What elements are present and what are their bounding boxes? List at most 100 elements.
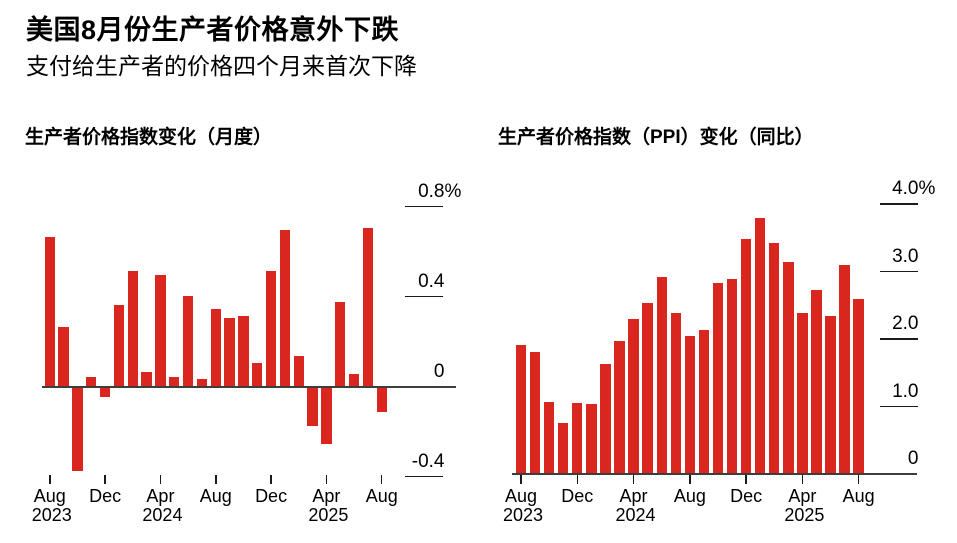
chart-monthly-ytick-line: [405, 475, 443, 477]
chart-monthly-xtick: [104, 474, 106, 484]
chart-yoy-bar: [684, 335, 696, 473]
chart-yoy-bar: [797, 313, 808, 473]
chart-monthly-xtick-month-label: Aug: [365, 486, 398, 506]
chart-monthly-zero-axis-line: [42, 385, 456, 388]
chart-yoy-bar: [769, 242, 780, 473]
page-subtitle: 支付给生产者的价格四个月来首次下降: [26, 53, 417, 79]
chart-yoy-xtick: [801, 474, 804, 484]
chart-yoy-ytick-line: [880, 405, 918, 407]
chart-monthly-xtick-month-label: Apr: [146, 486, 175, 506]
chart-yoy-bar: [642, 302, 653, 473]
chart-yoy-ytick-label: 4.0: [892, 178, 919, 199]
chart-yoy-ytick-suffix: %: [918, 178, 936, 199]
chart-yoy-bar: [825, 315, 836, 473]
chart-monthly-title: 生产者价格指数变化（月度）: [25, 127, 273, 148]
chart-yoy-xtick: [632, 474, 635, 484]
chart-yoy-bar: [726, 278, 738, 473]
chart-monthly-bar: [127, 270, 138, 386]
chart-monthly-ytick-line: [405, 205, 443, 207]
chart-monthly-xtick-month-label: Apr: [312, 486, 341, 506]
chart-monthly-bar: [44, 237, 55, 386]
chart-yoy-xtick-month-label: Apr: [788, 486, 817, 506]
chart-monthly-bar: [182, 295, 194, 386]
chart-monthly-bar: [252, 363, 263, 386]
chart-yoy-xtick: [745, 474, 747, 484]
chart-monthly-ytick-label: 0.8: [418, 180, 445, 202]
chart-yoy-bar: [839, 265, 850, 473]
chart-monthly-bar: [321, 387, 332, 444]
chart-monthly-ytick-line: [405, 295, 443, 297]
chart-yoy-xtick-month-label: Apr: [619, 486, 648, 506]
chart-yoy-bar: [712, 283, 724, 473]
chart-monthly-bar: [293, 356, 304, 386]
chart-yoy-xtick-year-label: 2023: [502, 505, 544, 525]
chart-monthly-xtick-month-label: Aug: [33, 486, 66, 506]
chart-yoy-bar: [853, 298, 864, 473]
chart-monthly-bar: [99, 387, 111, 397]
chart-monthly-bar: [307, 387, 318, 426]
chart-yoy-bar: [628, 319, 639, 473]
chart-monthly-ytick-label: 0: [433, 360, 445, 382]
chart-yoy-bar: [515, 345, 527, 473]
page-title: 美国8月份生产者价格意外下跌: [26, 15, 400, 45]
chart-monthly-ytick-label: 0.4: [418, 270, 445, 292]
chart-yoy-bar: [670, 313, 681, 473]
chart-monthly-bar: [335, 302, 346, 386]
chart-monthly-bar: [169, 376, 180, 386]
chart-monthly-bar: [362, 228, 374, 386]
chart-monthly-bar: [58, 327, 69, 386]
chart-monthly-bar: [348, 374, 360, 386]
chart-yoy-bar: [656, 276, 667, 473]
chart-monthly-bar: [113, 304, 125, 386]
chart-yoy-xtick: [857, 474, 860, 484]
chart-yoy-ytick-label: 2.0: [892, 313, 919, 334]
chart-yoy-bar: [529, 352, 541, 473]
chart-yoy-bar: [572, 403, 583, 473]
chart-yoy-xtick-month-label: Aug: [673, 486, 706, 506]
chart-monthly-xtick: [215, 474, 217, 484]
chart-monthly-xtick-year-label: 2025: [308, 505, 349, 525]
chart-yoy-ytick-line: [880, 203, 918, 205]
chart-monthly-bar: [210, 309, 221, 386]
chart-monthly-bar: [279, 230, 291, 386]
chart-yoy-xtick: [520, 474, 522, 484]
chart-monthly-bar: [72, 387, 83, 471]
chart-monthly-xtick: [159, 474, 162, 484]
chart-monthly-bar: [224, 318, 235, 386]
chart-monthly-xtick: [49, 474, 51, 484]
chart-yoy-title: 生产者价格指数（PPI）变化（同比）: [498, 127, 814, 148]
chart-monthly-ytick-label: -0.4: [411, 450, 445, 472]
chart-monthly-xtick-month-label: Aug: [199, 486, 232, 506]
chart-monthly-xtick-year-label: 2023: [31, 505, 72, 525]
chart-monthly-bar: [196, 378, 208, 386]
chart-yoy-bar: [783, 261, 794, 473]
chart-yoy-bar: [558, 423, 569, 473]
chart-monthly-xtick-month-label: Dec: [89, 486, 122, 506]
chart-monthly-xtick: [325, 474, 328, 484]
chart-yoy-xtick-month-label: Dec: [561, 486, 594, 506]
chart-yoy-xtick: [689, 474, 691, 484]
chart-yoy-bar: [698, 329, 710, 473]
chart-monthly-xtick: [380, 474, 383, 484]
chart-yoy-ytick-line: [880, 338, 918, 340]
chart-yoy-ytick-label: 1.0: [892, 380, 919, 402]
chart-yoy-xtick-year-label: 2025: [784, 505, 825, 525]
chart-yoy-bar: [543, 402, 555, 473]
chart-monthly-bar: [376, 387, 387, 413]
chart-monthly-xtick-month-label: Dec: [255, 486, 288, 506]
chart-monthly-bar: [141, 372, 152, 386]
chart-monthly-bar: [155, 275, 166, 386]
chart-yoy-xtick-month-label: Aug: [504, 486, 538, 506]
chart-yoy-zero-axis-line: [512, 473, 917, 475]
chart-yoy-ytick-label: 0: [907, 448, 919, 469]
chart-monthly-bar: [265, 270, 277, 386]
chart-yoy-bar: [811, 290, 822, 473]
chart-monthly-bar: [86, 376, 97, 386]
chart-yoy-xtick: [576, 474, 579, 484]
chart-monthly-xtick: [270, 474, 272, 484]
chart-yoy-ytick-label: 3.0: [892, 245, 919, 267]
chart-yoy-bar: [600, 364, 611, 473]
chart-monthly-xtick-year-label: 2024: [142, 505, 183, 525]
chart-yoy-bar: [586, 404, 597, 473]
